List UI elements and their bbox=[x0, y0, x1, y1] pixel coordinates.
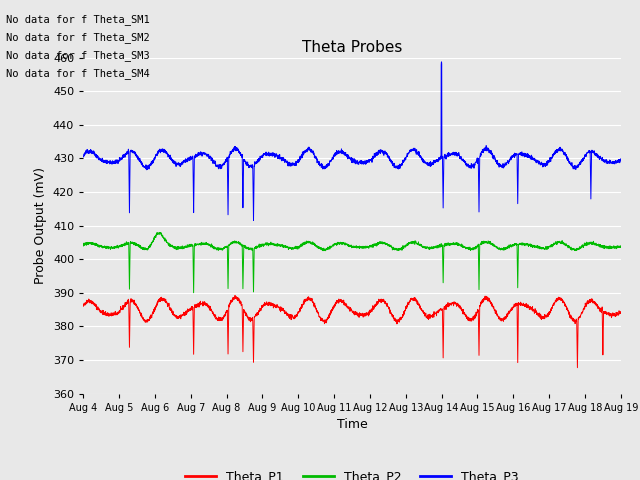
Text: No data for f Theta_SM3: No data for f Theta_SM3 bbox=[6, 50, 150, 61]
Text: No data for f Theta_SM1: No data for f Theta_SM1 bbox=[6, 13, 150, 24]
Y-axis label: Probe Output (mV): Probe Output (mV) bbox=[35, 167, 47, 284]
Text: No data for f Theta_SM2: No data for f Theta_SM2 bbox=[6, 32, 150, 43]
Title: Theta Probes: Theta Probes bbox=[302, 40, 402, 55]
Legend: Theta_P1, Theta_P2, Theta_P3: Theta_P1, Theta_P2, Theta_P3 bbox=[180, 465, 524, 480]
X-axis label: Time: Time bbox=[337, 418, 367, 431]
Text: No data for f Theta_SM4: No data for f Theta_SM4 bbox=[6, 68, 150, 79]
